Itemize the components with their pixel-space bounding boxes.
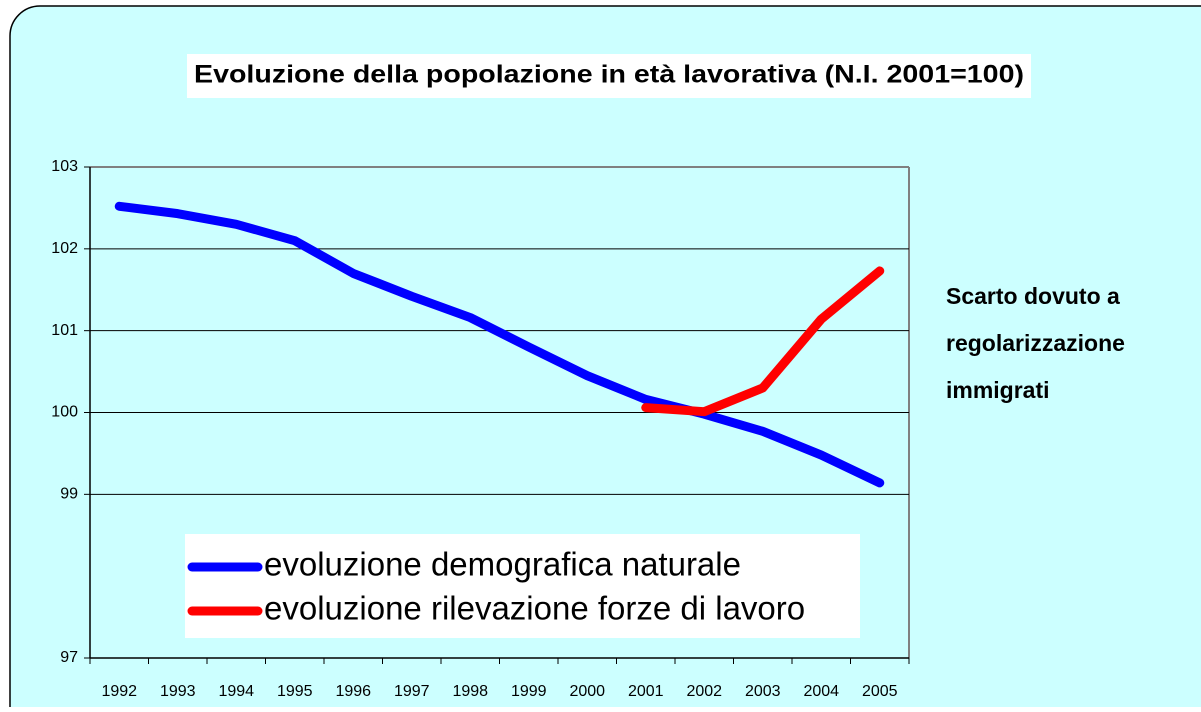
x-tick-label: 1994 (218, 683, 254, 700)
x-tick-label: 1992 (101, 683, 137, 700)
legend-label: evoluzione rilevazione forze di lavoro (264, 590, 805, 627)
legend-box (185, 534, 860, 638)
chart-title: Evoluzione della popolazione in età lavo… (194, 61, 1024, 89)
x-tick-label: 1999 (511, 683, 547, 700)
series-line (114, 201, 885, 488)
x-tick-label: 1993 (160, 683, 196, 700)
x-tick-label: 2000 (569, 683, 605, 700)
y-tick-label: 101 (51, 322, 78, 339)
y-tick-label: 99 (60, 486, 78, 503)
x-tick-label: 2001 (628, 683, 664, 700)
series-line (641, 266, 885, 417)
annotation: regolarizzazione (946, 330, 1125, 356)
x-tick-label: 1996 (335, 683, 371, 700)
x-tick-label: 2004 (803, 683, 839, 700)
y-tick-label: 102 (51, 240, 78, 257)
title-box (187, 54, 1031, 98)
x-tick-label: 1995 (277, 683, 313, 700)
x-tick-label: 2003 (745, 683, 781, 700)
annotation: Scarto dovuto a (946, 283, 1120, 309)
annotation: immigrati (946, 377, 1050, 403)
x-tick-label: 2005 (862, 683, 898, 700)
x-tick-label: 2002 (686, 683, 722, 700)
x-tick-label: 1998 (452, 683, 488, 700)
legend-label: evoluzione demografica naturale (264, 546, 741, 583)
x-tick-label: 1997 (394, 683, 430, 700)
y-tick-label: 103 (51, 158, 78, 175)
y-tick-label: 100 (51, 404, 78, 421)
y-tick-label: 97 (60, 649, 78, 666)
